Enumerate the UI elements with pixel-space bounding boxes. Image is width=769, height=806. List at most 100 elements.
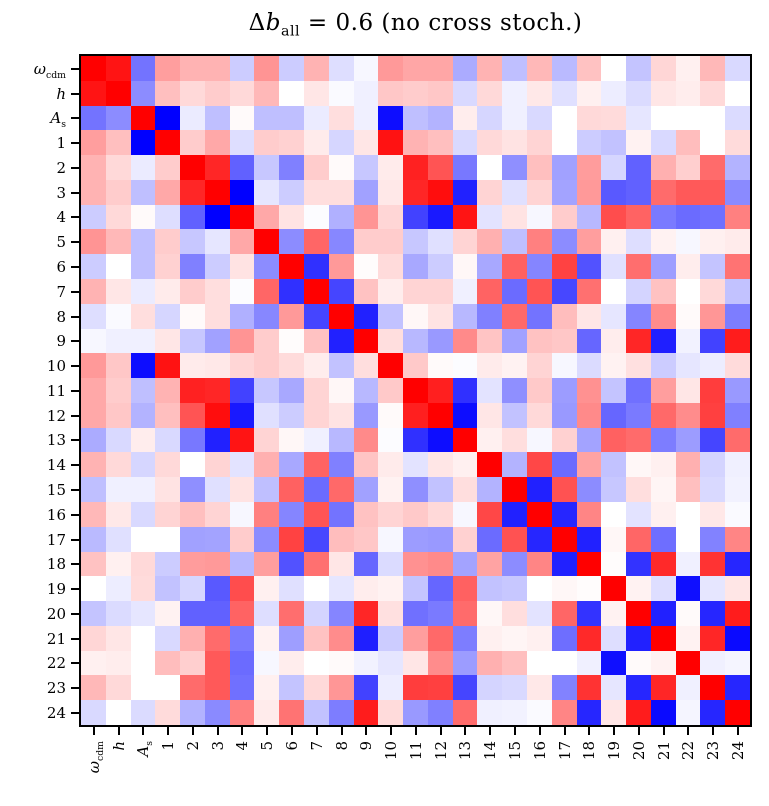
- heatmap-cell: [155, 205, 180, 229]
- y-tick-mark: [71, 142, 79, 144]
- heatmap-cell: [502, 700, 527, 725]
- heatmap-cell: [577, 229, 601, 254]
- heatmap-cell: [601, 155, 626, 180]
- heatmap-cell: [304, 81, 329, 106]
- heatmap-cell: [254, 403, 279, 428]
- heatmap-cell: [155, 106, 180, 130]
- heatmap-cell: [329, 130, 354, 155]
- heatmap-cell: [453, 279, 477, 304]
- heatmap-cell: [527, 601, 552, 626]
- heatmap-cell: [304, 552, 329, 576]
- heatmap-cell: [131, 254, 155, 279]
- heatmap-cell: [477, 329, 502, 353]
- heatmap-cell: [279, 130, 304, 155]
- heatmap-cell: [626, 180, 651, 205]
- y-tick-label: h: [56, 85, 66, 103]
- heatmap-cell: [601, 626, 626, 651]
- heatmap-cell: [378, 81, 403, 106]
- x-tick-label: 16: [531, 741, 549, 761]
- heatmap-cell: [428, 279, 453, 304]
- heatmap-cell: [230, 428, 254, 452]
- heatmap-cell: [131, 601, 155, 626]
- x-tick-label: 4: [233, 741, 251, 751]
- heatmap-cell: [700, 205, 725, 229]
- heatmap-cell: [279, 378, 304, 403]
- heatmap-cell: [378, 626, 403, 651]
- y-tick-label: 20: [46, 605, 66, 623]
- heatmap-cell: [279, 403, 304, 428]
- y-tick-label: 11: [46, 382, 66, 400]
- heatmap-cell: [651, 279, 676, 304]
- y-tick-label: 22: [46, 654, 66, 672]
- heatmap-cell: [601, 651, 626, 675]
- heatmap-cell: [230, 106, 254, 130]
- heatmap-cell: [354, 403, 378, 428]
- heatmap-cell: [155, 428, 180, 452]
- heatmap-cell: [180, 428, 205, 452]
- heatmap-cell: [577, 205, 601, 229]
- heatmap-cell: [428, 378, 453, 403]
- heatmap-cell: [453, 205, 477, 229]
- heatmap-cell: [205, 180, 230, 205]
- heatmap-cell: [552, 229, 577, 254]
- heatmap-cell: [155, 56, 180, 81]
- heatmap-cell: [205, 254, 230, 279]
- heatmap-cell: [304, 403, 329, 428]
- heatmap-cell: [403, 552, 428, 576]
- heatmap-cell: [403, 56, 428, 81]
- y-tick-label: 24: [46, 704, 66, 722]
- heatmap-cell: [651, 675, 676, 700]
- heatmap-cell: [700, 477, 725, 502]
- heatmap-cell: [205, 452, 230, 477]
- heatmap-cell: [626, 651, 651, 675]
- x-tick-mark: [613, 727, 615, 735]
- heatmap-cell: [304, 205, 329, 229]
- title-subscript: all: [280, 23, 301, 40]
- heatmap-cell: [651, 651, 676, 675]
- x-tick-label: 12: [432, 741, 450, 761]
- x-tick-mark: [737, 727, 739, 735]
- x-tick-label: 22: [679, 741, 697, 761]
- heatmap-cell: [676, 477, 700, 502]
- heatmap-cell: [700, 130, 725, 155]
- heatmap-cell: [651, 452, 676, 477]
- heatmap-cell: [552, 502, 577, 527]
- heatmap-cell: [279, 155, 304, 180]
- heatmap-cell: [155, 626, 180, 651]
- heatmap-cell: [106, 106, 131, 130]
- heatmap-cell: [279, 601, 304, 626]
- y-tick-mark: [71, 712, 79, 714]
- heatmap-cell: [279, 205, 304, 229]
- x-tick-label: 19: [605, 741, 623, 761]
- heatmap-cell: [676, 180, 700, 205]
- heatmap-cell: [700, 675, 725, 700]
- heatmap-cell: [700, 304, 725, 329]
- title-variable: b: [265, 10, 281, 36]
- heatmap-cell: [254, 477, 279, 502]
- heatmap-cell: [552, 651, 577, 675]
- heatmap-cell: [155, 254, 180, 279]
- heatmap-cell: [601, 279, 626, 304]
- heatmap-cell: [651, 700, 676, 725]
- heatmap-cell: [700, 651, 725, 675]
- x-tick-label: 3: [209, 741, 227, 751]
- heatmap-cell: [354, 452, 378, 477]
- heatmap-cell: [254, 576, 279, 601]
- x-tick-mark: [514, 727, 516, 735]
- heatmap-cell: [552, 205, 577, 229]
- heatmap-cell: [700, 700, 725, 725]
- x-tick-mark: [316, 727, 318, 735]
- heatmap-cell: [131, 353, 155, 378]
- heatmap-cell: [180, 403, 205, 428]
- heatmap-cell: [453, 304, 477, 329]
- heatmap-cell: [651, 180, 676, 205]
- y-tick-mark: [71, 241, 79, 243]
- heatmap-cell: [378, 576, 403, 601]
- heatmap-cell: [354, 56, 378, 81]
- heatmap-cell: [279, 329, 304, 353]
- heatmap-cell: [453, 155, 477, 180]
- heatmap-cell: [81, 452, 106, 477]
- y-tick-mark: [71, 439, 79, 441]
- heatmap-cell: [180, 700, 205, 725]
- heatmap-cell: [329, 428, 354, 452]
